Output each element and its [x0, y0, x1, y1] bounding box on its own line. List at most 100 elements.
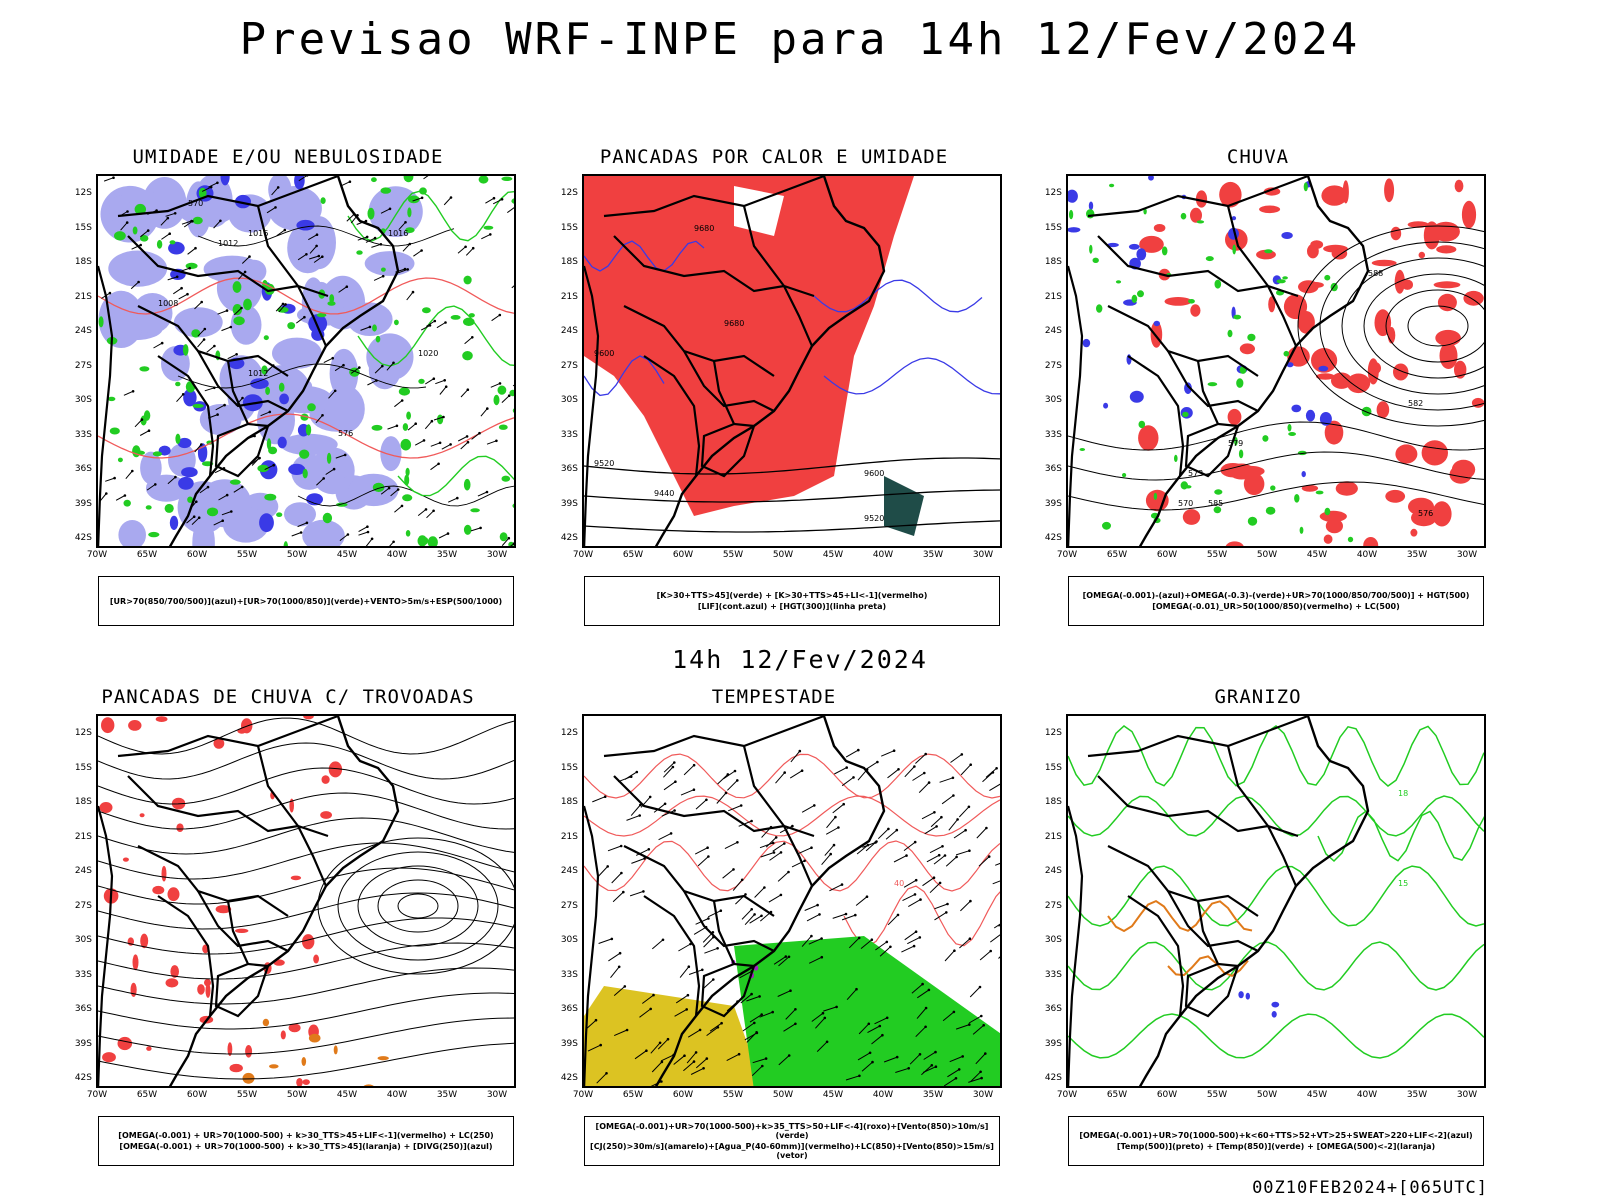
humidity-lowlevel-patch — [404, 474, 410, 486]
wind-vector-head — [787, 955, 791, 959]
wind-vector — [315, 414, 323, 424]
wind-vector-head — [306, 176, 309, 177]
longitude-tick-label: 30W — [1456, 1090, 1478, 1100]
wind-vector — [167, 276, 178, 281]
rain-green-patch — [1092, 257, 1099, 263]
wind-vector — [911, 983, 923, 994]
wind-vector-head — [648, 795, 652, 799]
wind-vector-head — [420, 249, 423, 252]
thunder-red-patch — [296, 1078, 303, 1086]
wind-vector-head — [823, 1016, 827, 1020]
wind-vector-head — [840, 883, 844, 886]
rain-green-patch — [1153, 492, 1158, 500]
wind-vector-head — [276, 186, 280, 189]
wind-vector-head — [430, 419, 434, 423]
latitude-tick-label: 27S — [560, 900, 578, 911]
wind-vector — [316, 478, 325, 486]
wind-vector — [989, 783, 1000, 792]
rain-green-patch — [1207, 382, 1218, 387]
latitude-tick-label: 42S — [74, 1073, 92, 1083]
humidity-lowlevel-patch — [501, 176, 513, 181]
wind-vector-head — [200, 300, 203, 304]
temp850-contours-line — [1068, 941, 1484, 991]
wind-vector-head — [387, 486, 391, 490]
wind-vector — [908, 899, 921, 908]
wind-vector — [657, 1038, 669, 1050]
rain-heavy-patch — [1138, 425, 1159, 451]
wind-vector — [191, 517, 200, 525]
wind-vector-head — [753, 913, 756, 916]
height-contours-line — [584, 520, 1000, 533]
wind-vector-head — [195, 500, 198, 504]
wind-vector — [233, 307, 242, 316]
wind-vector — [233, 486, 243, 493]
wind-vector — [197, 328, 206, 337]
humidity-midlevel — [98, 176, 423, 546]
wind-vector-head — [794, 1008, 797, 1011]
humidity-lowlevel-patch — [305, 424, 312, 436]
wind-vector-head — [424, 508, 428, 511]
latitude-tick-label: 27S — [74, 360, 92, 371]
wind-vector-head — [663, 802, 667, 806]
rain-omega-patch — [1318, 365, 1329, 372]
wind-vector-head — [216, 413, 219, 416]
humidity-lowlevel-patch — [437, 414, 444, 425]
wind-vector-head — [857, 936, 861, 940]
thunder-orange-patch — [333, 1045, 338, 1055]
wind-vector — [358, 531, 369, 536]
contour-label: 570 — [1178, 499, 1193, 508]
humidity-lowlevel-patch — [132, 226, 138, 235]
humidity-lowlevel-patch — [266, 438, 272, 450]
precipitable-water-contours-line — [843, 885, 1000, 947]
border-line — [683, 350, 775, 412]
rain-heavy-patch — [1323, 244, 1348, 253]
rain-omega-patch — [1128, 243, 1140, 250]
humidity-lowlevel-patch — [463, 275, 472, 285]
wind-vector — [651, 939, 664, 950]
wind-vector-head — [866, 843, 870, 847]
rain-heavy-patch — [1263, 187, 1281, 196]
wind-vector-head — [927, 781, 931, 784]
wind-vector-head — [299, 531, 303, 534]
wind-vector — [587, 1044, 601, 1052]
contour-label: 9440 — [654, 489, 674, 498]
rain-green-patch — [1069, 209, 1074, 220]
wind-vector-head — [934, 1065, 938, 1068]
wind-vector — [264, 464, 274, 471]
caption-line: [Temp(500)](preto) + [Temp(850)](verde) … — [1116, 1142, 1436, 1151]
geopotential-contour — [1385, 289, 1484, 363]
wind-vector-head — [348, 180, 352, 183]
wind-vector-head — [692, 763, 696, 767]
border-line — [1107, 845, 1259, 917]
longitude-tick-label: 65W — [622, 1090, 644, 1100]
thunder-red-patch — [213, 738, 225, 749]
border-line — [1226, 205, 1269, 287]
humidity-lowlevel-patch — [403, 176, 414, 183]
rain-omega-patch — [1281, 232, 1293, 239]
wind-vector — [846, 988, 857, 1001]
contour-label: 1016 — [248, 229, 268, 238]
rain-heavy-patch — [1384, 178, 1395, 203]
wind-vector — [724, 841, 738, 850]
wind-vector-head — [798, 749, 802, 753]
wind-vector-head — [813, 804, 816, 807]
wind-vector — [371, 243, 382, 248]
rain-green-patch — [1131, 294, 1138, 303]
wind-vector-head — [126, 210, 129, 213]
wind-vector — [367, 380, 377, 386]
wind-vector-head — [845, 766, 848, 769]
wind-vector — [218, 494, 228, 501]
wind-vector — [976, 827, 987, 839]
wind-vector-head — [489, 233, 492, 236]
wind-vector — [511, 285, 514, 289]
wind-vector-head — [800, 769, 804, 772]
wind-vector — [350, 367, 360, 374]
caption-line: [OMEGA(-0.01)_UR>50(1000/850)(vermelho) … — [1152, 602, 1400, 611]
panel-thunderstorm-showers: PANCADAS DE CHUVA C/ TROVOADAS 12S 15S 18S 2… — [68, 686, 516, 1166]
wind-vector-head — [968, 849, 971, 852]
thunder-red-patch — [321, 775, 330, 784]
latitude-tick-label: 21S — [560, 291, 578, 302]
rain-green-patch — [1299, 526, 1304, 534]
wind-vector — [167, 476, 176, 485]
wind-vector — [1000, 878, 1002, 887]
